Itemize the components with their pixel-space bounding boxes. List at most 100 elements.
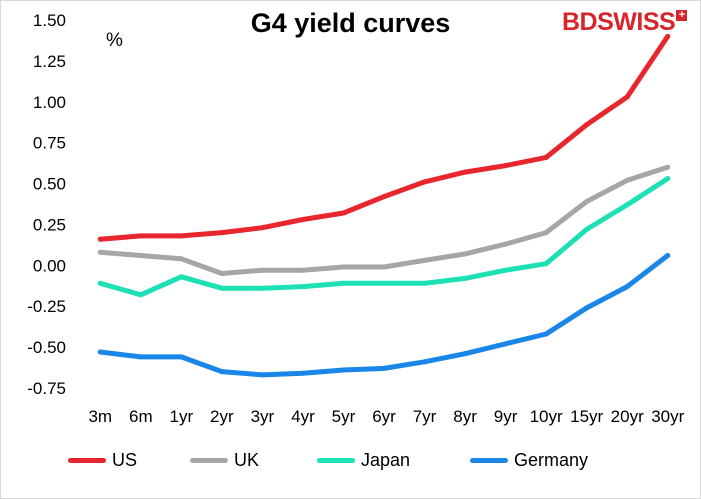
- data-point-germany: [381, 365, 387, 371]
- data-point-germany: [584, 305, 590, 311]
- data-point-japan: [624, 202, 630, 208]
- y-tick-label: 1.25: [33, 52, 66, 71]
- y-tick-label: 1.50: [33, 11, 66, 30]
- data-point-germany: [138, 354, 144, 360]
- x-tick-label: 15yr: [570, 407, 603, 426]
- x-tick-label: 30yr: [651, 407, 684, 426]
- legend-label: US: [112, 450, 138, 470]
- data-point-uk: [340, 264, 346, 270]
- data-point-us: [584, 122, 590, 128]
- data-point-japan: [138, 292, 144, 298]
- legend-item-germany: Germany: [470, 450, 588, 471]
- data-point-us: [503, 163, 509, 169]
- data-point-uk: [219, 271, 225, 277]
- data-point-germany: [422, 359, 428, 365]
- data-point-us: [178, 233, 184, 239]
- data-point-uk: [543, 230, 549, 236]
- legend-swatch: [317, 458, 355, 463]
- data-point-germany: [340, 367, 346, 373]
- x-tick-label: 1yr: [170, 407, 194, 426]
- data-point-japan: [259, 285, 265, 291]
- y-tick-label: -0.75: [27, 379, 66, 398]
- data-point-japan: [462, 275, 468, 281]
- data-point-germany: [300, 370, 306, 376]
- data-point-uk: [462, 251, 468, 257]
- data-point-japan: [300, 284, 306, 290]
- data-point-germany: [503, 341, 509, 347]
- data-point-us: [259, 225, 265, 231]
- x-tick-label: 3m: [88, 407, 112, 426]
- brand-logo: BDSWISS +: [562, 8, 688, 37]
- brand-logo-plus: +: [676, 10, 688, 21]
- data-point-japan: [665, 176, 671, 182]
- data-point-germany: [543, 331, 549, 337]
- data-point-us: [543, 154, 549, 160]
- data-point-germany: [462, 351, 468, 357]
- unit-label: %: [106, 30, 123, 51]
- series-line-germany: [97, 253, 671, 378]
- legend-item-uk: UK: [190, 450, 259, 471]
- data-point-uk: [381, 264, 387, 270]
- x-tick-label: 10yr: [530, 407, 563, 426]
- x-tick-label: 8yr: [453, 407, 477, 426]
- x-tick-label: 6m: [129, 407, 153, 426]
- data-point-uk: [422, 257, 428, 263]
- data-point-us: [665, 33, 671, 39]
- data-point-uk: [259, 267, 265, 273]
- data-point-uk: [624, 177, 630, 183]
- legend-label: UK: [234, 450, 260, 470]
- data-point-japan: [340, 280, 346, 286]
- data-point-japan: [219, 285, 225, 291]
- data-point-japan: [584, 226, 590, 232]
- data-point-us: [219, 230, 225, 236]
- y-tick-label: -0.50: [27, 338, 66, 357]
- x-tick-label: 6yr: [372, 407, 396, 426]
- data-point-us: [462, 169, 468, 175]
- series-line-uk: [97, 164, 671, 276]
- x-tick-label: 9yr: [494, 407, 518, 426]
- legend: US UK Japan Germany: [0, 450, 701, 474]
- brand-logo-text: BDSWISS: [562, 8, 676, 36]
- data-point-us: [97, 236, 103, 242]
- data-point-uk: [665, 164, 671, 170]
- data-point-japan: [503, 267, 509, 273]
- data-point-japan: [178, 274, 184, 280]
- y-tick-label: 0.50: [33, 175, 66, 194]
- data-point-germany: [665, 253, 671, 259]
- data-point-germany: [219, 369, 225, 375]
- data-point-us: [300, 217, 306, 223]
- data-point-us: [624, 94, 630, 100]
- y-tick-label: -0.25: [27, 297, 66, 316]
- data-point-japan: [381, 280, 387, 286]
- x-tick-label: 2yr: [210, 407, 234, 426]
- data-point-japan: [97, 280, 103, 286]
- x-tick-label: 7yr: [413, 407, 437, 426]
- legend-swatch: [68, 458, 106, 463]
- legend-item-us: US: [68, 450, 137, 471]
- data-point-uk: [300, 267, 306, 273]
- data-point-japan: [543, 261, 549, 267]
- data-point-uk: [178, 256, 184, 262]
- y-tick-label: 0.25: [33, 215, 66, 234]
- legend-item-japan: Japan: [317, 450, 410, 471]
- data-point-germany: [259, 372, 265, 378]
- data-point-uk: [97, 249, 103, 255]
- data-point-us: [381, 194, 387, 200]
- data-point-uk: [503, 241, 509, 247]
- data-point-us: [340, 210, 346, 216]
- legend-swatch: [470, 458, 508, 463]
- x-tick-label: 20yr: [611, 407, 644, 426]
- legend-label: Germany: [514, 450, 589, 470]
- data-point-japan: [422, 280, 428, 286]
- y-tick-label: 0.75: [33, 134, 66, 153]
- x-tick-label: 5yr: [332, 407, 356, 426]
- x-tick-label: 3yr: [251, 407, 275, 426]
- data-point-uk: [584, 199, 590, 205]
- data-point-us: [422, 179, 428, 185]
- data-point-germany: [624, 284, 630, 290]
- series-line-us: [97, 33, 671, 242]
- y-tick-label: 0.00: [33, 256, 66, 275]
- legend-swatch: [190, 458, 228, 463]
- chart-title: G4 yield curves: [250, 8, 451, 38]
